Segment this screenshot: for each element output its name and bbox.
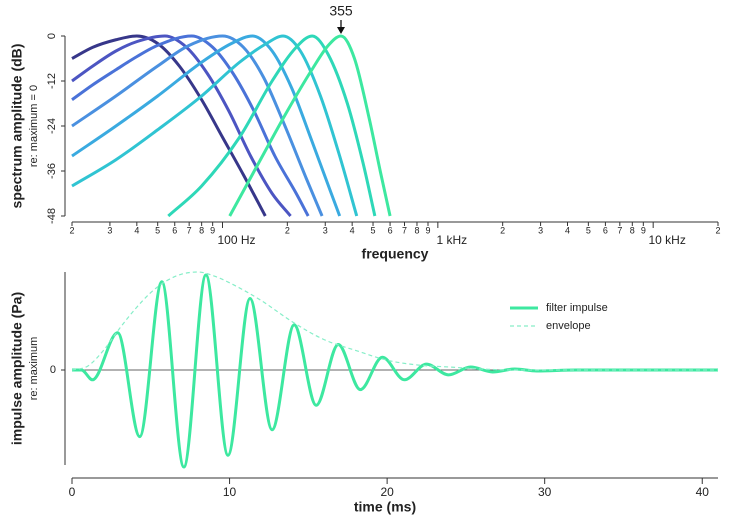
x-tick-label: 30 — [538, 485, 552, 499]
y-tick-label: -12 — [46, 73, 58, 89]
x-tick-label: 8 — [414, 225, 419, 235]
x-tick-label: 100 Hz — [217, 233, 255, 247]
x-tick-label: 9 — [641, 225, 646, 235]
x-tick-label: 7 — [402, 225, 407, 235]
x-tick-label: 7 — [617, 225, 622, 235]
x-tick-label: 0 — [69, 485, 76, 499]
series-line — [167, 34, 377, 218]
x-tick-label: 5 — [586, 225, 591, 235]
series-line — [71, 34, 342, 217]
y-tick-label: -24 — [46, 118, 58, 134]
x-tick-label: 8 — [630, 225, 635, 235]
x-tick-label: 10 — [223, 485, 237, 499]
x-tick-label: 3 — [323, 225, 328, 235]
x-tick-label: 2 — [285, 225, 290, 235]
x-tick-label: 9 — [210, 225, 215, 235]
x-tick-label: 7 — [187, 225, 192, 235]
y-tick-label: 0 — [50, 364, 56, 376]
x-tick-label: 6 — [603, 225, 608, 235]
series-line — [71, 34, 324, 217]
series-line — [71, 34, 310, 217]
series-line — [71, 34, 267, 217]
y-tick-label: -36 — [46, 163, 58, 179]
x-tick-label: 6 — [388, 225, 393, 235]
x-tick-label: 8 — [199, 225, 204, 235]
x-tick-label: 3 — [538, 225, 543, 235]
y-tick-label: 0 — [46, 33, 58, 39]
x-axis-label: time (ms) — [354, 499, 416, 515]
y-axis-label: spectrum amplitude (dB) — [9, 44, 25, 209]
series-line — [71, 34, 359, 217]
x-tick-label: 5 — [371, 225, 376, 235]
series-line — [71, 34, 292, 217]
x-tick-label: 2 — [715, 225, 720, 235]
annotation-arrowhead — [336, 27, 345, 34]
x-tick-label: 5 — [155, 225, 160, 235]
x-tick-label: 6 — [172, 225, 177, 235]
x-tick-label: 1 kHz — [437, 233, 468, 247]
y-tick-label: -48 — [46, 208, 58, 224]
x-tick-label: 4 — [350, 225, 355, 235]
x-tick-label: 9 — [425, 225, 430, 235]
x-tick-label: 20 — [380, 485, 394, 499]
legend-label: filter impulse — [546, 302, 608, 314]
y-axis-note: re: maximum = 0 — [28, 85, 40, 167]
series-line — [71, 271, 718, 371]
series-line — [71, 273, 718, 469]
x-tick-label: 10 kHz — [648, 233, 685, 247]
x-tick-label: 2 — [69, 225, 74, 235]
y-axis-note: re: maximum — [28, 337, 40, 401]
x-tick-label: 4 — [565, 225, 570, 235]
x-tick-label: 4 — [134, 225, 139, 235]
y-axis-label: impulse amplitude (Pa) — [9, 292, 25, 445]
x-tick-label: 2 — [500, 225, 505, 235]
x-tick-label: 40 — [696, 485, 710, 499]
series-line — [228, 34, 392, 217]
x-tick-label: 3 — [107, 225, 112, 235]
x-axis-label: frequency — [362, 246, 429, 262]
legend-label: envelope — [546, 320, 591, 332]
annotation: 355 — [329, 3, 353, 19]
